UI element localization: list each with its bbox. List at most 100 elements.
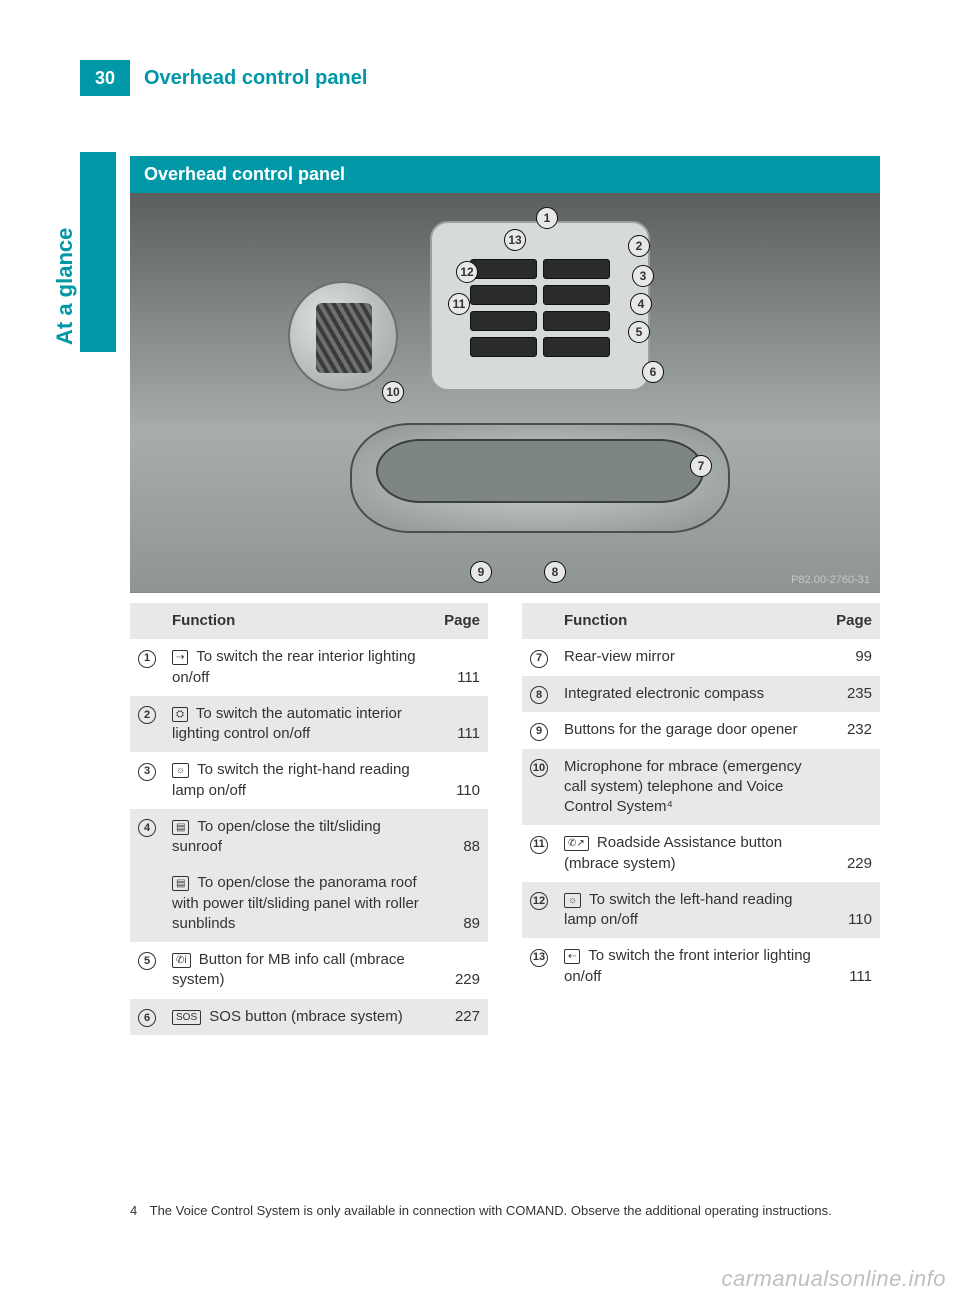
cell-page: 99	[830, 639, 880, 675]
cell-page: 235	[830, 676, 880, 712]
cell-number: 12	[522, 882, 558, 939]
function-icon: ✆↗	[564, 836, 589, 851]
panel-button	[470, 311, 537, 331]
panel-button	[543, 337, 610, 357]
row-number-icon: 5	[138, 952, 156, 970]
cell-number: 2	[130, 696, 166, 753]
function-icon: ▤	[172, 876, 189, 891]
callout-3: 3	[632, 265, 654, 287]
function-icon: ⇢	[172, 650, 188, 665]
page-number: 30	[80, 60, 130, 96]
table-row: 6 SOS SOS button (mbrace system)227	[130, 999, 488, 1035]
panel-button	[470, 285, 537, 305]
cell-page: 111	[438, 639, 488, 696]
watermark: carmanualsonline.info	[721, 1266, 946, 1292]
table-row: 10Microphone for mbrace (emergency call …	[522, 749, 880, 826]
footnote-number: 4	[130, 1202, 146, 1220]
callout-11: 11	[448, 293, 470, 315]
cell-number: 10	[522, 749, 558, 826]
cell-number: 5	[130, 942, 166, 999]
cell-number: 9	[522, 712, 558, 748]
rearview-mirror	[350, 423, 730, 533]
row-number-icon: 7	[530, 650, 548, 668]
page-content: 30 Overhead control panel Overhead contr…	[80, 60, 880, 1035]
col-page: Page	[438, 603, 488, 639]
cell-function: ☼ To switch the right-hand reading lamp …	[166, 752, 438, 809]
table-row: 1 ⇢ To switch the rear interior lighting …	[130, 639, 488, 696]
cell-number: 11	[522, 825, 558, 882]
cell-page: 111	[438, 696, 488, 753]
cell-page: 232	[830, 712, 880, 748]
table-row: 5✆i Button for MB info call (mbrace syst…	[130, 942, 488, 999]
function-icon: SOS	[172, 1010, 201, 1025]
cell-function: ⛭ To switch the automatic interior light…	[166, 696, 438, 753]
table-row: 2⛭ To switch the automatic interior ligh…	[130, 696, 488, 753]
cell-page: 111	[830, 938, 880, 995]
cell-number: 13	[522, 938, 558, 995]
cell-function: Microphone for mbrace (emergency call sy…	[558, 749, 830, 826]
vent-grille	[316, 303, 372, 373]
cell-number	[130, 865, 166, 942]
table-right: FunctionPage7Rear-view mirror998Integrat…	[522, 603, 880, 1035]
table-row: 13 ⇠ To switch the front interior lightin…	[522, 938, 880, 995]
function-icon: ⛭	[172, 707, 188, 722]
callout-4: 4	[630, 293, 652, 315]
table-header-row: FunctionPage	[130, 603, 488, 639]
callout-7: 7	[690, 455, 712, 477]
cell-number: 1	[130, 639, 166, 696]
page-header: 30 Overhead control panel	[80, 60, 880, 96]
cell-page: 89	[438, 865, 488, 942]
row-number-icon: 12	[530, 892, 548, 910]
col-function: Function	[166, 603, 438, 639]
row-number-icon: 8	[530, 686, 548, 704]
callout-9: 9	[470, 561, 492, 583]
callout-10: 10	[382, 381, 404, 403]
cell-function: ✆↗ Roadside Assistance button (mbrace sy…	[558, 825, 830, 882]
cell-number: 4	[130, 809, 166, 866]
col-num	[522, 603, 558, 639]
function-icon: ☼	[564, 893, 581, 908]
table-left: FunctionPage 1 ⇢ To switch the rear interi…	[130, 603, 488, 1035]
cell-function: Buttons for the garage door opener	[558, 712, 830, 748]
cell-page: 229	[438, 942, 488, 999]
table-row: 9 Buttons for the garage door opener232	[522, 712, 880, 748]
cell-function: ☼ To switch the left-hand reading lamp o…	[558, 882, 830, 939]
cell-function: ⇢ To switch the rear interior lighting o…	[166, 639, 438, 696]
cell-page	[830, 749, 880, 826]
side-label: At a glance	[52, 228, 78, 345]
callout-1: 1	[536, 207, 558, 229]
cell-page: 88	[438, 809, 488, 866]
function-icon: ▤	[172, 820, 189, 835]
panel-button	[470, 337, 537, 357]
callout-6: 6	[642, 361, 664, 383]
table-row: 3☼ To switch the right-hand reading lamp…	[130, 752, 488, 809]
callout-13: 13	[504, 229, 526, 251]
cell-function: ⇠ To switch the front interior lighting …	[558, 938, 830, 995]
row-number-icon: 4	[138, 819, 156, 837]
cell-number: 8	[522, 676, 558, 712]
panel-button	[543, 311, 610, 331]
panel-button	[543, 259, 610, 279]
row-number-icon: 13	[530, 949, 548, 967]
row-number-icon: 6	[138, 1009, 156, 1027]
cell-page: 110	[438, 752, 488, 809]
function-tables: FunctionPage1⇢ To switch the rear interi…	[130, 603, 880, 1035]
air-deflector	[288, 281, 398, 391]
col-function: Function	[558, 603, 830, 639]
cell-function: SOS SOS button (mbrace system)	[166, 999, 438, 1035]
table-row: 12 ☼ To switch the left-hand reading lamp…	[522, 882, 880, 939]
cell-function: Rear-view mirror	[558, 639, 830, 675]
cell-page: 227	[438, 999, 488, 1035]
row-number-icon: 1	[138, 650, 156, 668]
row-number-icon: 9	[530, 723, 548, 741]
section-title: Overhead control panel	[130, 156, 880, 193]
cell-function: ▤ To open/close the panorama roof with p…	[166, 865, 438, 942]
row-number-icon: 11	[530, 836, 548, 854]
col-num	[130, 603, 166, 639]
button-grid	[470, 259, 610, 357]
mirror-glass	[376, 439, 704, 503]
cell-number: 3	[130, 752, 166, 809]
footnote-text: The Voice Control System is only availab…	[150, 1202, 840, 1220]
panel-button	[470, 259, 537, 279]
overhead-panel-figure: 1 2 3 4 5 6 7 8 9 10 11 12 13 P82.00-276…	[130, 193, 880, 593]
